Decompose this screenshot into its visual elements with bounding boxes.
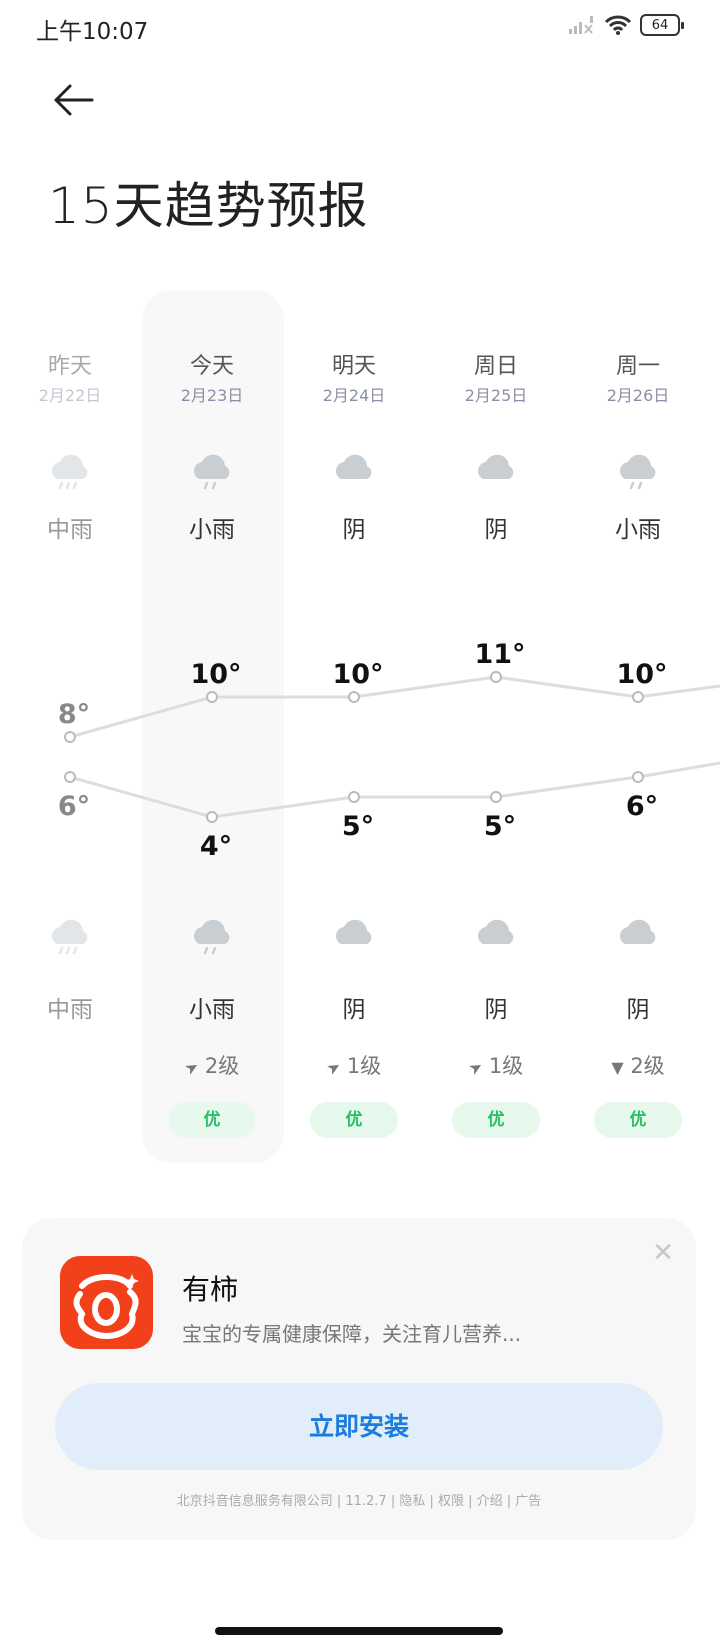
home-indicator[interactable]	[215, 1627, 503, 1635]
aqi-badge[interactable]: 优	[168, 1102, 256, 1138]
high-temp-label: 11°	[474, 639, 525, 670]
close-icon[interactable]: ✕	[652, 1238, 674, 1268]
wind-direction-icon: ➤	[322, 1055, 345, 1080]
wind-level: 2级	[630, 1054, 665, 1078]
day-label: 明天	[331, 354, 376, 379]
wind-info: ▼ 2级	[567, 1050, 709, 1080]
low-temp-label: 6°	[58, 791, 90, 822]
day-weather: 阴	[484, 517, 508, 543]
high-temp-label: 10°	[190, 659, 241, 690]
wifi-icon	[604, 15, 632, 35]
wind-direction-icon: ➤	[180, 1055, 203, 1080]
date-label: 2月25日	[464, 386, 528, 405]
wind-level: 1级	[346, 1054, 382, 1078]
night-weather: 阴	[484, 997, 508, 1023]
high-temp-line	[69, 675, 720, 739]
app-logo-icon	[73, 1274, 139, 1340]
night-weather: 阴	[342, 997, 366, 1023]
low-temp-label: 5°	[342, 811, 374, 842]
day-weather: 小雨	[189, 517, 235, 543]
low-temp-point	[206, 811, 218, 823]
today-highlight	[142, 290, 284, 1163]
arrow-left-icon[interactable]	[52, 80, 96, 120]
night-weather: 阴	[626, 997, 650, 1023]
high-temp-point	[348, 691, 360, 703]
app-name: 有柿	[182, 1273, 239, 1306]
status-time: 上午10:07	[36, 19, 149, 45]
date-label: 2月23日	[180, 386, 244, 405]
day-weather: 阴	[342, 517, 366, 543]
high-temp-point	[64, 731, 76, 743]
day-label: 今天	[189, 354, 234, 379]
high-temp-point	[206, 691, 218, 703]
date-label: 2月24日	[322, 386, 386, 405]
rain-light-icon	[567, 445, 709, 495]
wind-info: ➤ 2级	[141, 1050, 283, 1080]
overcast-icon	[425, 445, 567, 495]
aqi-badge[interactable]: 优	[594, 1102, 682, 1138]
wind-level: 1级	[488, 1054, 524, 1078]
overcast-icon	[567, 910, 709, 960]
low-temp-point	[348, 791, 360, 803]
signal-off-icon	[569, 16, 593, 34]
night-weather: 小雨	[189, 997, 235, 1023]
ad-footer: 北京抖音信息服务有限公司 | 11.2.7 | 隐私 | 权限 | 介绍 | 广…	[176, 1494, 542, 1509]
overcast-icon	[283, 910, 425, 960]
day-label: 昨天	[47, 354, 92, 379]
page-title: 15天趋势预报	[48, 177, 369, 235]
wind-info: ➤ 1级	[283, 1050, 425, 1080]
date-label: 2月26日	[606, 386, 670, 405]
low-temp-point	[490, 791, 502, 803]
status-icons: 64	[568, 14, 684, 36]
wind-direction-icon: ➤	[464, 1055, 487, 1080]
low-temp-label: 6°	[626, 791, 658, 822]
rain-medium-icon	[0, 445, 141, 495]
wind-info: ➤ 1级	[425, 1050, 567, 1080]
app-logo[interactable]	[60, 1256, 153, 1349]
low-temp-point	[64, 771, 76, 783]
day-label: 周一	[615, 354, 660, 379]
high-temp-point	[632, 691, 644, 703]
day-weather: 中雨	[47, 517, 93, 543]
app-description: 宝宝的专属健康保障，关注育儿营养...	[182, 1322, 522, 1346]
night-weather: 中雨	[47, 997, 93, 1023]
battery-icon: 64	[640, 14, 684, 36]
install-button[interactable]: 立即安装	[55, 1383, 663, 1470]
day-weather: 小雨	[615, 517, 661, 543]
date-label: 2月22日	[38, 386, 102, 405]
overcast-icon	[425, 910, 567, 960]
rain-medium-icon	[0, 910, 141, 960]
high-temp-label: 10°	[332, 659, 383, 690]
high-temp-point	[490, 671, 502, 683]
temperature-chart: 8° 10° 10° 11° 10° 6° 4° 5° 5° 6°	[58, 639, 720, 860]
wind-direction-icon: ▼	[611, 1058, 624, 1077]
wind-level: 2级	[204, 1054, 240, 1078]
overcast-icon	[283, 445, 425, 495]
low-temp-point	[632, 771, 644, 783]
high-temp-label: 8°	[58, 699, 90, 730]
low-temp-label: 4°	[200, 831, 232, 860]
rain-light-icon	[141, 910, 283, 960]
day-label: 周日	[473, 354, 518, 379]
rain-light-icon	[141, 445, 283, 495]
aqi-badge[interactable]: 优	[310, 1102, 398, 1138]
high-temp-label: 10°	[616, 659, 667, 690]
low-temp-label: 5°	[484, 811, 516, 842]
low-temp-line	[69, 761, 720, 819]
ad-card[interactable]: 有柿 宝宝的专属健康保障，关注育儿营养... ✕ 立即安装 北京抖音信息服务有限…	[22, 1218, 696, 1540]
aqi-badge[interactable]: 优	[452, 1102, 540, 1138]
